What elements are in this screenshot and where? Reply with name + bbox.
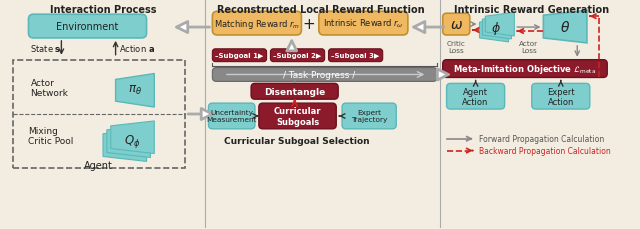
Text: Intrinsic Reward Generation: Intrinsic Reward Generation xyxy=(454,5,609,15)
Text: Expert
Trajectory: Expert Trajectory xyxy=(351,110,387,123)
Polygon shape xyxy=(543,11,587,44)
Text: Actor
Loss: Actor Loss xyxy=(519,41,538,54)
FancyBboxPatch shape xyxy=(342,104,396,129)
Text: Meta-Imitation Objective $\mathcal{L}_\mathrm{meta}$: Meta-Imitation Objective $\mathcal{L}_\m… xyxy=(453,63,596,76)
Text: –Subgoal 1▶: –Subgoal 1▶ xyxy=(215,53,264,59)
Text: $\theta$: $\theta$ xyxy=(559,19,570,34)
Text: Backward Propagation Calculation: Backward Propagation Calculation xyxy=(479,146,611,155)
Polygon shape xyxy=(116,74,154,108)
FancyBboxPatch shape xyxy=(328,50,383,62)
FancyBboxPatch shape xyxy=(212,68,437,82)
Text: / Task Progress /: / Task Progress / xyxy=(283,71,355,80)
FancyBboxPatch shape xyxy=(212,12,301,36)
Text: Forward Propagation Calculation: Forward Propagation Calculation xyxy=(479,135,604,144)
FancyBboxPatch shape xyxy=(259,104,336,129)
FancyBboxPatch shape xyxy=(212,50,267,62)
Text: –Subgoal 2▶: –Subgoal 2▶ xyxy=(273,53,322,59)
Text: –Subgoal 3▶: –Subgoal 3▶ xyxy=(332,53,380,59)
Text: State $\mathbf{s}$: State $\mathbf{s}$ xyxy=(31,43,61,54)
Text: Actor
Network: Actor Network xyxy=(31,78,68,98)
Text: Reconstructed Local Reward Function: Reconstructed Local Reward Function xyxy=(217,5,424,15)
FancyBboxPatch shape xyxy=(209,104,255,129)
Polygon shape xyxy=(111,121,154,154)
Polygon shape xyxy=(103,129,147,162)
Text: Disentangle: Disentangle xyxy=(264,87,325,96)
Text: Matching Reward $\mathit{r}_m$: Matching Reward $\mathit{r}_m$ xyxy=(214,18,300,30)
FancyBboxPatch shape xyxy=(532,84,590,110)
Text: Curricular
Subgoals: Curricular Subgoals xyxy=(274,107,321,126)
Polygon shape xyxy=(107,125,150,158)
Text: Mixing
Critic Pool: Mixing Critic Pool xyxy=(29,126,74,146)
Text: Intrinsic Reward $\mathit{r}_\omega$: Intrinsic Reward $\mathit{r}_\omega$ xyxy=(323,18,404,30)
FancyBboxPatch shape xyxy=(319,12,408,36)
FancyBboxPatch shape xyxy=(251,84,338,100)
Polygon shape xyxy=(483,16,511,40)
Text: Critic
Loss: Critic Loss xyxy=(447,41,466,54)
Text: $Q_\phi$: $Q_\phi$ xyxy=(124,133,140,150)
Text: Action $\mathbf{a}$: Action $\mathbf{a}$ xyxy=(120,43,156,54)
Text: Agent: Agent xyxy=(84,161,113,171)
Text: $\phi$: $\phi$ xyxy=(491,19,501,36)
FancyBboxPatch shape xyxy=(29,15,147,39)
Text: Agent
Action: Agent Action xyxy=(463,87,489,106)
Polygon shape xyxy=(485,13,515,37)
Text: $\omega$: $\omega$ xyxy=(450,18,463,32)
Text: +: + xyxy=(303,16,316,31)
Text: Expert
Action: Expert Action xyxy=(547,87,575,106)
FancyBboxPatch shape xyxy=(443,14,470,36)
Polygon shape xyxy=(479,19,509,43)
Text: Uncertainty
Measurement: Uncertainty Measurement xyxy=(207,110,257,123)
Text: $\pi_\theta$: $\pi_\theta$ xyxy=(128,83,142,96)
FancyBboxPatch shape xyxy=(447,84,505,110)
FancyBboxPatch shape xyxy=(271,50,324,62)
Text: Curricular Subgoal Selection: Curricular Subgoal Selection xyxy=(224,136,369,146)
FancyBboxPatch shape xyxy=(443,60,607,78)
Text: Interaction Process: Interaction Process xyxy=(50,5,156,15)
Text: Environment: Environment xyxy=(56,22,118,32)
